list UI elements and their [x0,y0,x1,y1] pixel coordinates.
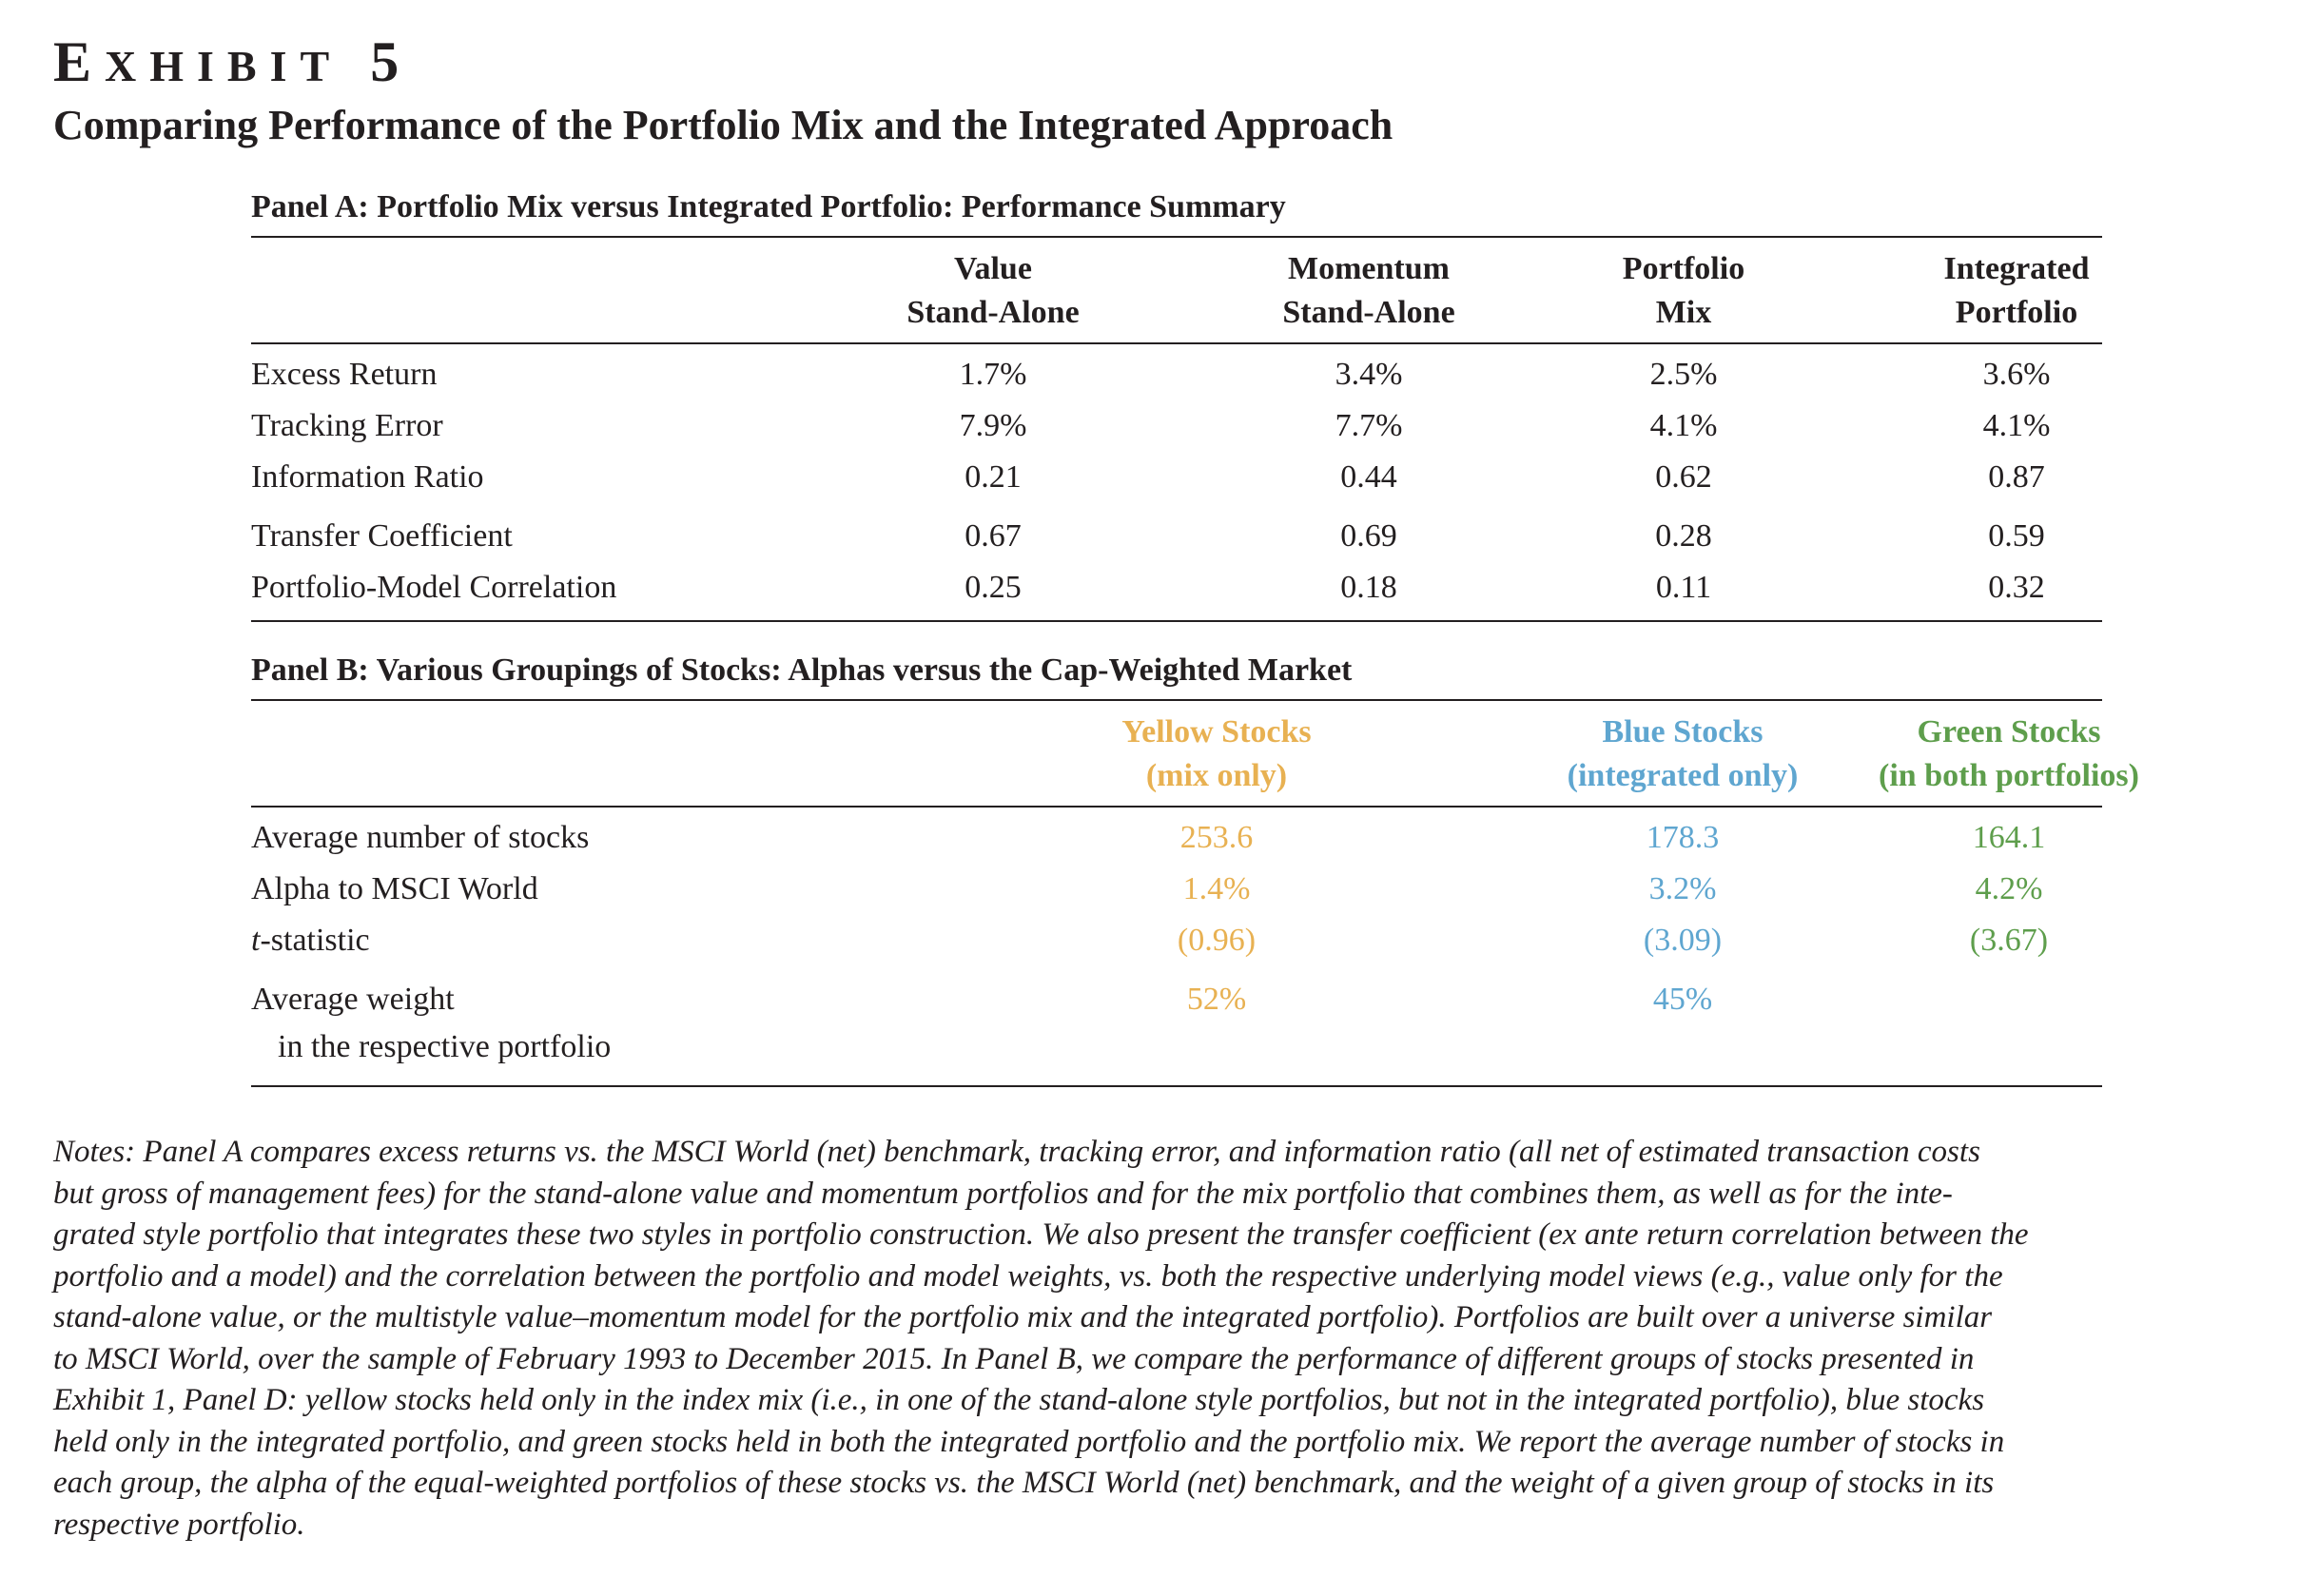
panel-a-header-integrated: Integrated Portfolio [1893,247,2140,335]
notes-line: Exhibit 1, Panel D: yellow stocks held o… [53,1383,1985,1417]
notes-line: to MSCI World, over the sample of Februa… [53,1341,1975,1376]
panel-a-header-mix-line2: Mix [1655,295,1712,330]
panel-a-header-value-line1: Value [954,251,1032,286]
table-row: Transfer Coefficient 0.67 0.69 0.28 0.59 [251,516,2102,557]
panel-b-header-blue: Blue Stocks (integrated only) [1483,710,1882,798]
cell-blue: 45% [1652,982,1713,1017]
notes-line: stand-alone value, or the multistyle val… [53,1300,1993,1334]
row-label: Tracking Error [251,408,443,443]
panel-b-header-green-line1: Green Stocks [1917,714,2101,749]
table-row: Average number of stocks 253.6 178.3 164… [251,817,2102,859]
row-label: Portfolio-Model Correlation [251,570,617,605]
cell-mix: 4.1% [1649,408,1718,443]
panel-a-header-integrated-line2: Portfolio [1955,295,2078,330]
cell-momentum: 7.7% [1335,408,1403,443]
table-row: t-statistic (0.96) (3.09) (3.67) [251,920,2102,962]
notes-line: held only in the integrated portfolio, a… [53,1424,2005,1459]
row-label: Transfer Coefficient [251,518,513,554]
row-label-rest: -statistic [260,923,370,958]
notes-line: grated style portfolio that integrates t… [53,1217,2029,1252]
panel-a-header-momentum-line2: Stand-Alone [1282,295,1455,330]
panel-b: Panel B: Various Groupings of Stocks: Al… [251,652,2139,1089]
row-label: t-statistic [251,920,370,962]
notes-line: respective portfolio. [53,1507,305,1542]
row-label: Alpha to MSCI World [251,871,538,906]
table-row: Alpha to MSCI World 1.4% 3.2% 4.2% [251,868,2102,910]
panel-b-title: Panel B: Various Groupings of Stocks: Al… [251,652,1353,688]
cell-yellow: (0.96) [1177,923,1257,958]
panel-b-header-green-line2: (in both portfolios) [1879,758,2139,793]
cell-value: 0.67 [965,518,1022,554]
table-row: Average weight in the respective portfol… [251,979,2102,1070]
notes-line: Notes: Panel A compares excess returns v… [53,1135,1980,1169]
cell-integrated: 4.1% [1982,408,2051,443]
notes-line: but gross of management fees) for the st… [53,1176,1953,1211]
cell-yellow: 52% [1186,982,1247,1017]
panel-a-title: Panel A: Portfolio Mix versus Integrated… [251,189,1286,224]
cell-value: 0.25 [965,570,1022,605]
row-label: Excess Return [251,357,438,392]
panel-b-header-green: Green Stocks (in both portfolios) [1792,710,2226,798]
cell-momentum: 0.69 [1340,518,1397,554]
cell-blue: 3.2% [1648,871,1717,906]
exhibit-label: EXHIBIT 5 [53,29,412,100]
row-label-italic: t [251,923,261,958]
cell-green: 4.2% [1975,871,2043,906]
panel-a-header-momentum-line1: Momentum [1288,251,1450,286]
cell-yellow: 253.6 [1179,820,1254,855]
panel-b-header-yellow-line1: Yellow Stocks [1121,714,1312,749]
panel-a-header-momentum: Momentum Stand-Alone [1217,247,1521,335]
cell-green: 164.1 [1972,820,2046,855]
row-label: Average weight [251,982,455,1017]
panel-b-header-blue-line2: (integrated only) [1567,758,1799,793]
row-label: Average number of stocks [251,820,590,855]
panel-b-header-yellow: Yellow Stocks (mix only) [1041,710,1393,798]
notes-line: portfolio and a model) and the correlati… [53,1258,2003,1294]
cell-mix: 0.28 [1655,518,1712,554]
cell-mix: 0.11 [1655,570,1712,605]
cell-value: 1.7% [959,357,1027,392]
panel-b-header-blue-line1: Blue Stocks [1602,714,1764,749]
cell-yellow: 1.4% [1182,871,1251,906]
cell-blue: (3.09) [1643,923,1723,958]
panel-a-header-rule [251,342,2102,344]
cell-mix: 0.62 [1655,459,1712,495]
panel-a-bottom-rule [251,620,2102,622]
cell-integrated: 0.59 [1988,518,2045,554]
cell-integrated: 3.6% [1982,357,2051,392]
cell-blue: 178.3 [1646,820,1720,855]
table-row: Tracking Error 7.9% 7.7% 4.1% 4.1% [251,405,2102,447]
panel-b-top-rule [251,699,2102,701]
cell-mix: 2.5% [1649,357,1718,392]
panel-a-header-integrated-line1: Integrated [1943,251,2090,286]
panel-a: Panel A: Portfolio Mix versus Integrated… [251,188,2102,622]
panel-a-top-rule [251,236,2102,238]
exhibit-title: Comparing Performance of the Portfolio M… [53,102,1393,148]
exhibit-label-rest: XHIBIT [105,42,343,90]
row-label-line2: in the respective portfolio [278,1029,612,1064]
notes-line: each group, the alpha of the equal-weigh… [53,1466,1995,1500]
panel-b-header-rule [251,806,2102,808]
panel-b-bottom-rule [251,1085,2102,1087]
cell-momentum: 3.4% [1335,357,1403,392]
panel-b-header-yellow-line2: (mix only) [1145,758,1288,793]
panel-a-header-value-line2: Stand-Alone [906,295,1080,330]
cell-value: 0.21 [965,459,1022,495]
panel-a-header-value: Value Stand-Alone [850,247,1136,335]
table-row: Portfolio-Model Correlation 0.25 0.18 0.… [251,567,2102,609]
exhibit-number: 5 [370,30,413,93]
row-label: Information Ratio [251,459,484,495]
cell-momentum: 0.18 [1340,570,1397,605]
cell-integrated: 0.32 [1988,570,2045,605]
table-row: Excess Return 1.7% 3.4% 2.5% 3.6% [251,354,2102,396]
cell-momentum: 0.44 [1340,459,1397,495]
cell-integrated: 0.87 [1988,459,2045,495]
exhibit-label-first: E [53,30,106,93]
panel-a-header-mix-line1: Portfolio [1622,251,1745,286]
table-row: Information Ratio 0.21 0.44 0.62 0.87 [251,457,2102,498]
cell-green: (3.67) [1969,923,2049,958]
exhibit-notes: Notes: Panel A compares excess returns v… [53,1132,2270,1546]
cell-value: 7.9% [959,408,1027,443]
panel-a-header-mix: Portfolio Mix [1569,247,1798,335]
